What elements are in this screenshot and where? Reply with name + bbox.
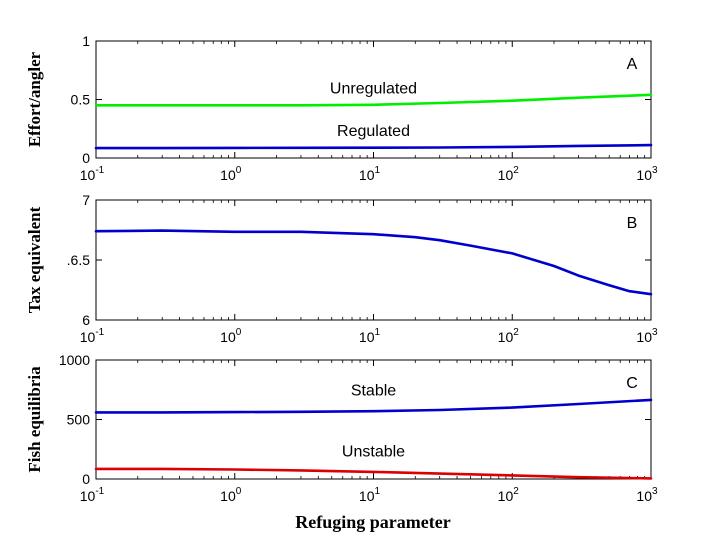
- panel-c: 10-1 100 101 102 103 0 500 1000 Fish equilibria C…: [25, 352, 658, 532]
- series-annotation: Unstable: [342, 443, 405, 460]
- series-line: [94, 229, 653, 296]
- x-axis-label: Refuging parameter: [295, 512, 450, 532]
- x-tick-label: 103: [636, 165, 658, 183]
- y-tick-label: 6: [82, 312, 90, 328]
- series-annotation: Unregulated: [330, 81, 417, 98]
- panel-letter: A: [627, 56, 638, 73]
- y-tick-label: 0: [82, 150, 90, 166]
- x-tick-label: 101: [359, 486, 381, 504]
- x-tick-label: 103: [636, 327, 658, 345]
- panel-letter: C: [626, 375, 638, 392]
- y-tick-label: 1: [82, 33, 90, 49]
- panel-a: 10-1 100 101 102 103 0 0.5 1 Effort/angler A Unreg…: [25, 33, 658, 183]
- x-tick-label: 102: [498, 327, 520, 345]
- x-tick-label: 100: [220, 165, 242, 183]
- y-tick-label: .6.5: [67, 252, 91, 268]
- y-axis-label: Effort/angler: [25, 51, 44, 147]
- x-tick-label: 10-1: [80, 327, 105, 345]
- x-tick-label: 102: [498, 486, 520, 504]
- y-axis-label: Tax equivalent: [25, 206, 44, 313]
- panel-letter: B: [627, 215, 638, 232]
- x-tick-label: 100: [220, 486, 242, 504]
- series-line-regulated: [94, 143, 653, 150]
- y-tick-label: 0: [82, 471, 90, 487]
- x-tick-label: 101: [359, 327, 381, 345]
- y-tick-label: 1000: [59, 352, 90, 368]
- y-axis-label: Fish equilibria: [25, 366, 44, 473]
- x-tick-label: 102: [498, 165, 520, 183]
- panel-b: 10-1 100 101 102 103 6 .6.5 7 Tax equivalent B: [25, 192, 658, 345]
- x-tick-label: 10-1: [80, 486, 105, 504]
- y-tick-label: 0.5: [71, 92, 91, 108]
- series-annotation: Regulated: [337, 123, 410, 140]
- series-annotation: Stable: [351, 383, 396, 400]
- x-tick-label: 100: [220, 327, 242, 345]
- y-tick-label: 7: [82, 192, 90, 208]
- series-line-unstable: [94, 467, 653, 480]
- x-tick-label: 103: [636, 486, 658, 504]
- x-tick-label: 101: [359, 165, 381, 183]
- x-tick-label: 10-1: [80, 165, 105, 183]
- series-line-stable: [94, 398, 653, 414]
- series-line-unregulated: [94, 93, 653, 107]
- y-tick-label: 500: [67, 412, 91, 428]
